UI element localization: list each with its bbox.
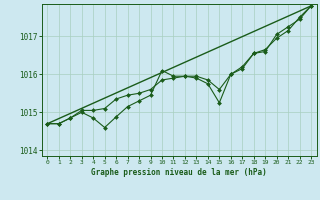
X-axis label: Graphe pression niveau de la mer (hPa): Graphe pression niveau de la mer (hPa)	[91, 168, 267, 177]
